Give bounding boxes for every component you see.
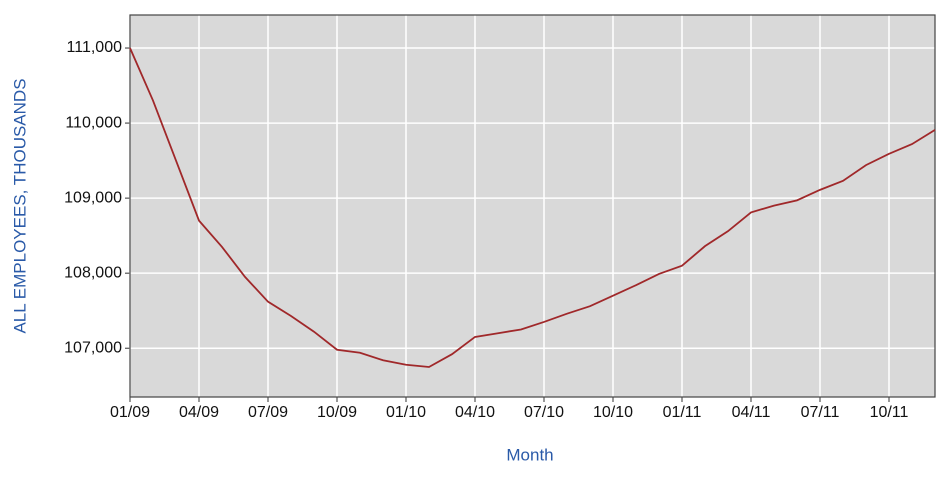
x-tick-label: 01/10	[386, 404, 426, 421]
y-tick-label: 111,000	[67, 39, 123, 56]
plot-area	[130, 15, 935, 397]
x-tick-label: 10/11	[870, 404, 909, 421]
y-tick-label: 110,000	[65, 114, 122, 131]
x-tick-label: 10/10	[593, 404, 633, 421]
x-tick-label: 04/09	[179, 404, 219, 421]
x-tick-label: 01/11	[663, 404, 702, 421]
y-axis-label: ALL EMPLOYEES, THOUSANDS	[10, 78, 29, 333]
x-tick-label: 07/11	[801, 404, 840, 421]
y-tick-label: 109,000	[64, 189, 122, 206]
data-line	[129, 47, 936, 368]
x-tick-label: 07/09	[248, 404, 288, 421]
x-axis-label: Month	[506, 445, 553, 464]
x-tick-label: 01/09	[110, 404, 150, 421]
x-tick-label: 10/09	[317, 404, 357, 421]
x-tick-label: 04/11	[732, 404, 771, 421]
y-tick-label: 107,000	[64, 339, 122, 356]
x-tick-label: 07/10	[524, 404, 564, 421]
y-tick-label: 108,000	[64, 264, 122, 281]
plot-border	[129, 14, 936, 398]
x-tick-label: 04/10	[455, 404, 495, 421]
